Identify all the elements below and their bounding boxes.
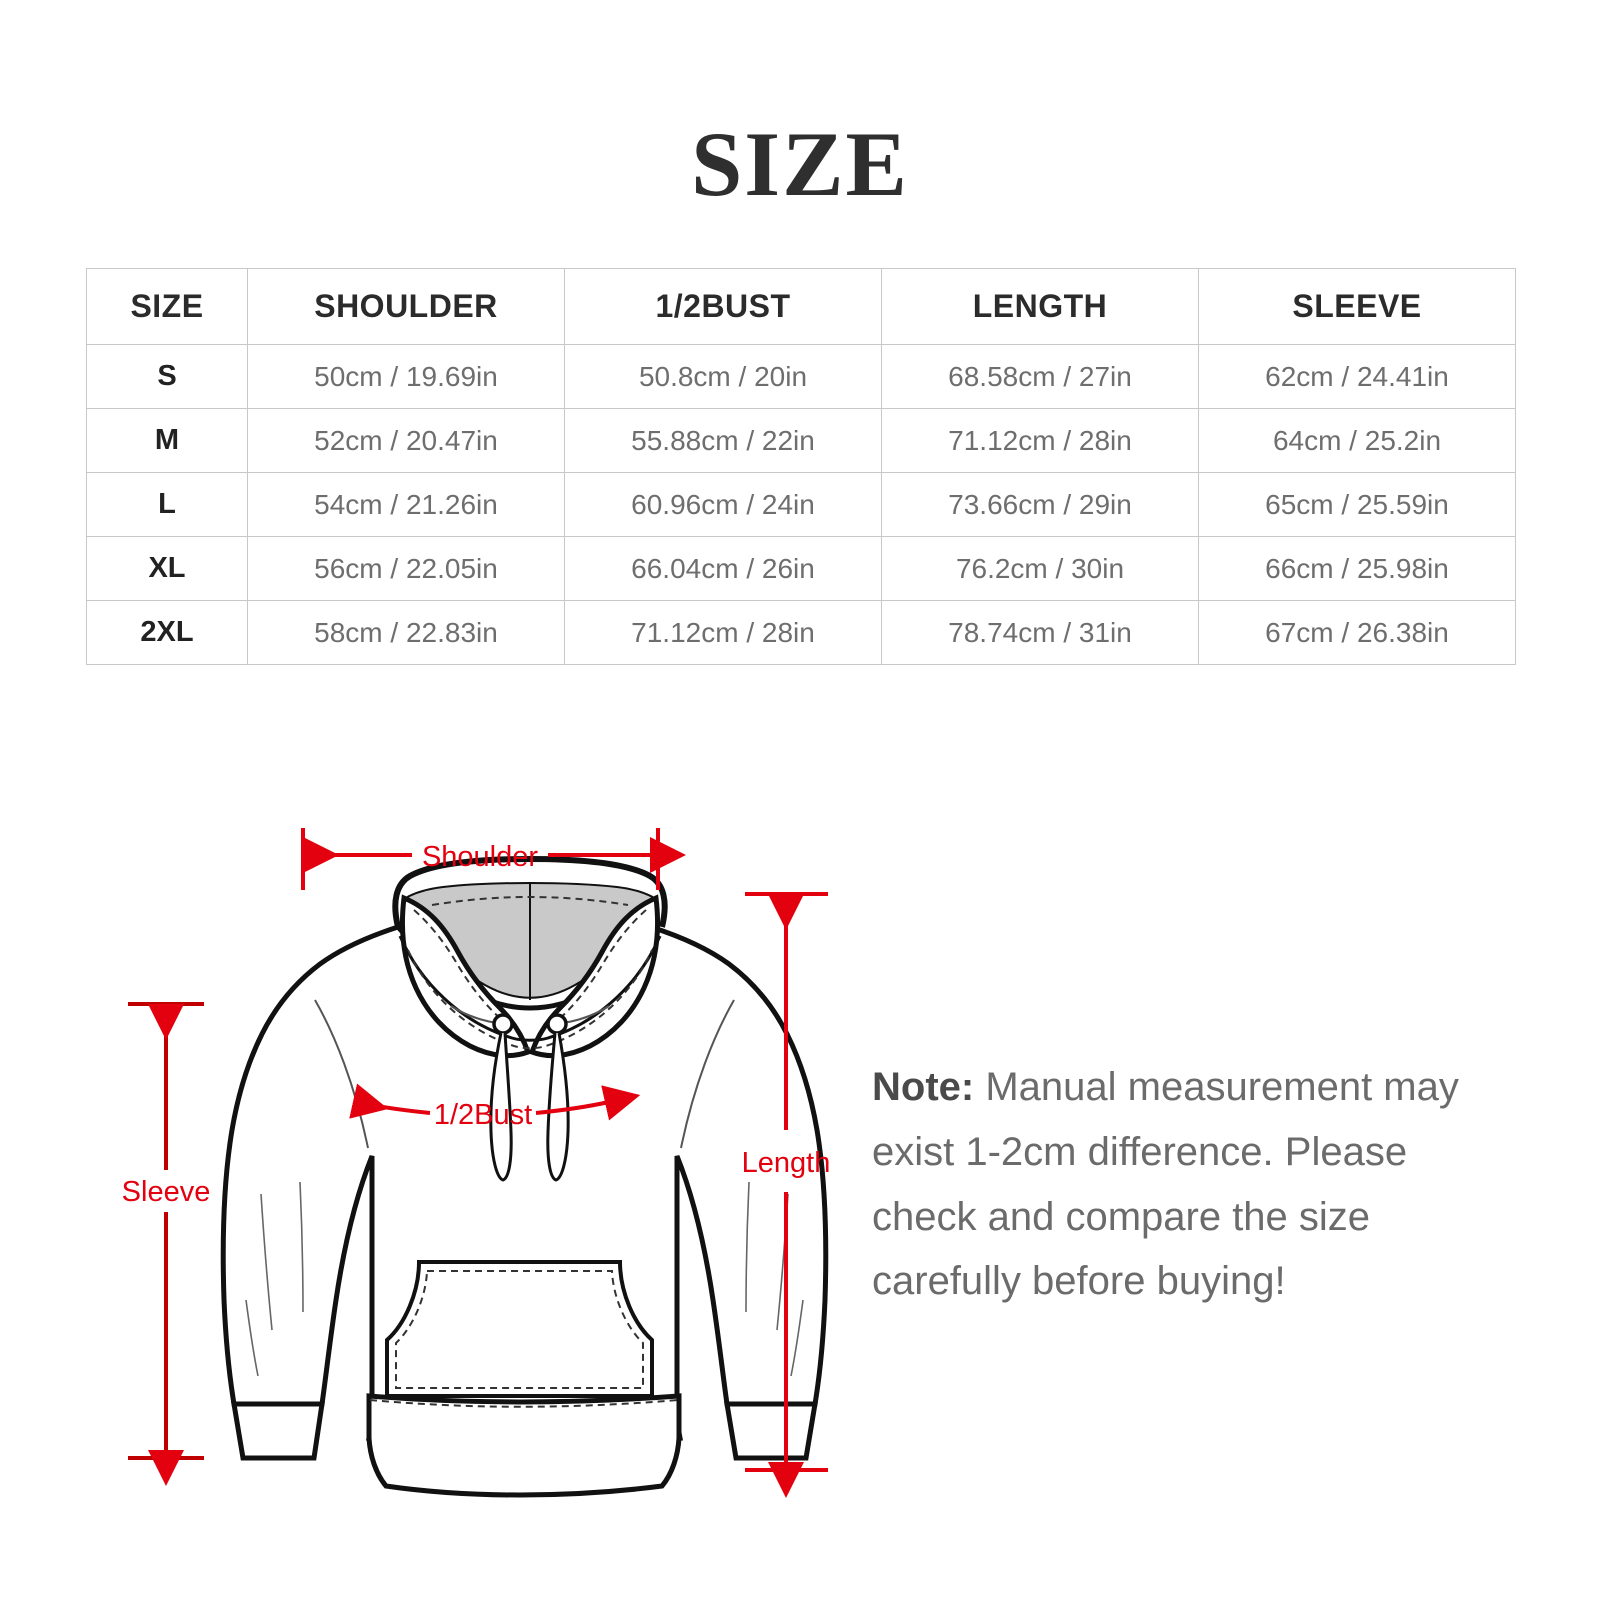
shoulder-label: Shoulder: [422, 841, 538, 873]
hem-band: [366, 1393, 682, 1498]
drawstring-right: [546, 1032, 570, 1182]
left-armhole-seam: [314, 999, 369, 1149]
eyelet-left-icon: [492, 1013, 514, 1035]
table-header: SIZE SHOULDER 1/2BUST LENGTH SLEEVE: [86, 268, 1516, 345]
chest-fold-right: [547, 1005, 610, 1026]
left-cuff: [231, 1401, 325, 1461]
cell-length: 78.74cm / 31in: [881, 600, 1199, 665]
table-row: XL 56cm / 22.05in 66.04cm / 26in 76.2cm …: [86, 536, 1516, 601]
cell-bust: 50.8cm / 20in: [564, 344, 882, 409]
note-text: Manual measurement may exist 1-2cm diffe…: [872, 1065, 1459, 1304]
cell-bust: 71.12cm / 28in: [564, 600, 882, 665]
cell-sleeve: 62cm / 24.41in: [1198, 344, 1516, 409]
right-armhole-seam: [680, 999, 735, 1149]
cell-shoulder: 54cm / 21.26in: [247, 472, 565, 537]
kangaroo-pocket-stitch: [395, 1270, 644, 1389]
eyelet-right-icon: [546, 1013, 568, 1035]
size-table: SIZE SHOULDER 1/2BUST LENGTH SLEEVE S 50…: [86, 268, 1516, 665]
right-sleeve-fold-b: [745, 1181, 750, 1313]
left-sleeve-fold-c: [245, 1299, 259, 1377]
hood-right-flap: [528, 894, 660, 1059]
cell-shoulder: 52cm / 20.47in: [247, 408, 565, 473]
cell-size: XL: [86, 536, 248, 601]
kangaroo-pocket-outline: [385, 1260, 654, 1398]
left-sleeve-fold-b: [299, 1181, 304, 1313]
cell-size: M: [86, 408, 248, 473]
hood-outer-edge: [392, 855, 668, 928]
table-header-row: SIZE SHOULDER 1/2BUST LENGTH SLEEVE: [86, 268, 1516, 345]
right-sleeve-fold-c: [790, 1299, 804, 1377]
bust-arrow-right-seg: [535, 1085, 641, 1121]
bust-arrow-left-seg: [349, 1083, 431, 1119]
neckline-stitch: [407, 949, 653, 1050]
column-header-sleeve: SLEEVE: [1198, 268, 1516, 345]
table-row: 2XL 58cm / 22.83in 71.12cm / 28in 78.74c…: [86, 600, 1516, 665]
bust-label: 1/2Bust: [434, 1099, 532, 1131]
length-measurement: Length: [742, 892, 831, 1498]
left-sleeve-fold-a: [260, 1193, 273, 1331]
kangaroo-pocket: [396, 1260, 643, 1396]
cell-bust: 60.96cm / 24in: [564, 472, 882, 537]
table-body: S 50cm / 19.69in 50.8cm / 20in 68.58cm /…: [86, 344, 1516, 665]
cell-sleeve: 64cm / 25.2in: [1198, 408, 1516, 473]
hood-left-flap-stitch: [413, 909, 503, 1021]
hood-right-flap-stitch: [557, 909, 647, 1021]
right-cuff: [724, 1401, 818, 1461]
cell-shoulder: 56cm / 22.05in: [247, 536, 565, 601]
cell-bust: 66.04cm / 26in: [564, 536, 882, 601]
chest-fold: [450, 1005, 513, 1026]
hood-inner-panel: [402, 881, 658, 999]
bust-measurement: 1/2Bust: [349, 1083, 641, 1131]
cell-length: 71.12cm / 28in: [881, 408, 1199, 473]
column-header-shoulder: SHOULDER: [247, 268, 565, 345]
cell-sleeve: 67cm / 26.38in: [1198, 600, 1516, 665]
table-row: M 52cm / 20.47in 55.88cm / 22in 71.12cm …: [86, 408, 1516, 473]
hoodie-body-outline: [220, 923, 829, 1441]
column-header-length: LENGTH: [881, 268, 1199, 345]
cell-size: S: [86, 344, 248, 409]
sleeve-label: Sleeve: [122, 1176, 211, 1208]
table-row: S 50cm / 19.69in 50.8cm / 20in 68.58cm /…: [86, 344, 1516, 409]
page-title: SIZE: [691, 113, 909, 215]
table-row: L 54cm / 21.26in 60.96cm / 24in 73.66cm …: [86, 472, 1516, 537]
hoodie-illustration: [220, 855, 829, 1498]
cell-length: 73.66cm / 29in: [881, 472, 1199, 537]
cell-length: 76.2cm / 30in: [881, 536, 1199, 601]
cell-shoulder: 58cm / 22.83in: [247, 600, 565, 665]
cell-sleeve: 65cm / 25.59in: [1198, 472, 1516, 537]
cell-length: 68.58cm / 27in: [881, 344, 1199, 409]
length-label: Length: [742, 1147, 831, 1179]
cell-bust: 55.88cm / 22in: [564, 408, 882, 473]
shoulder-measurement: Shoulder: [301, 828, 686, 890]
cell-sleeve: 66cm / 25.98in: [1198, 536, 1516, 601]
cell-shoulder: 50cm / 19.69in: [247, 344, 565, 409]
cell-size: L: [86, 472, 248, 537]
column-header-bust: 1/2BUST: [564, 268, 882, 345]
hem-band-top-stitch: [369, 1399, 679, 1408]
sleeve-measurement: Sleeve: [122, 1002, 211, 1486]
note-block: Note: Manual measurement may exist 1-2cm…: [872, 1055, 1482, 1314]
neckline-curve: [398, 935, 662, 1042]
hood-inner-stitch: [431, 895, 629, 906]
cell-size: 2XL: [86, 600, 248, 665]
drawstring-left: [489, 1032, 513, 1182]
right-sleeve-fold-a: [776, 1193, 789, 1331]
hood-left-flap: [400, 894, 532, 1059]
column-header-size: SIZE: [86, 268, 248, 345]
note-label: Note:: [872, 1065, 975, 1109]
